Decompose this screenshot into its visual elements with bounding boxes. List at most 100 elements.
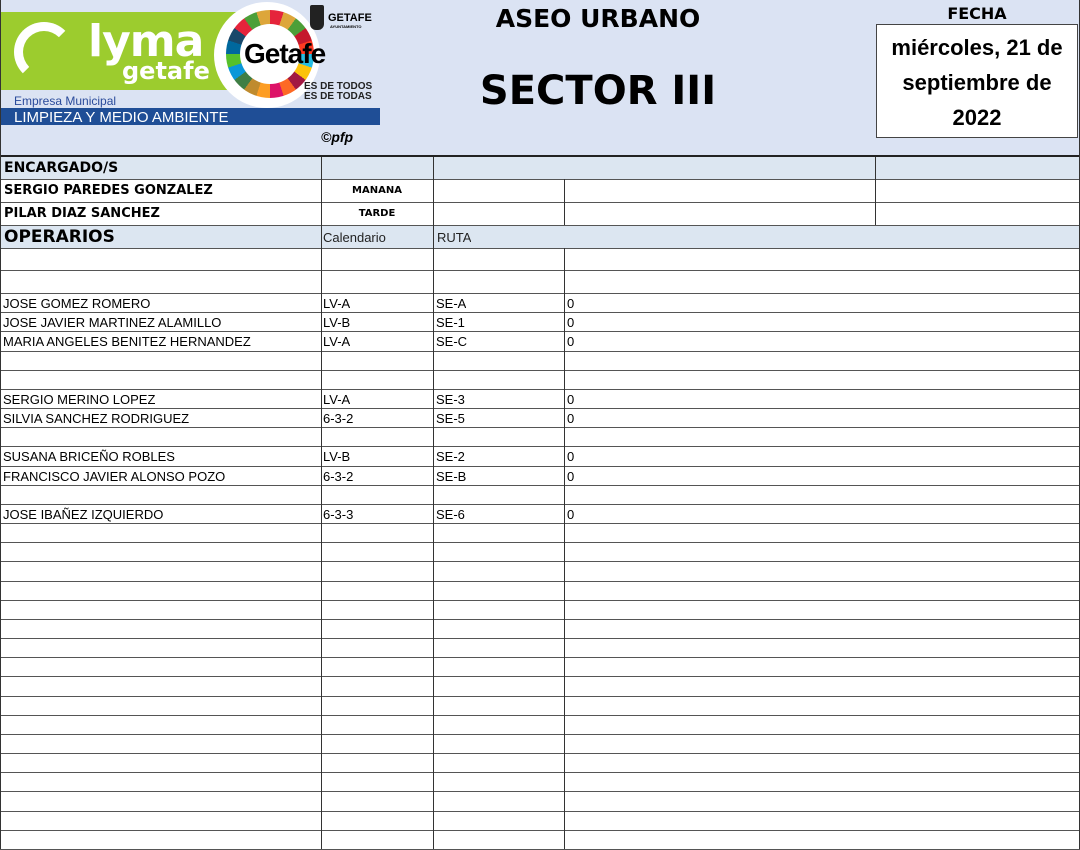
operario-name[interactable]: JOSE JAVIER MARTINEZ ALAMILLO xyxy=(3,315,222,330)
operario-ruta[interactable]: SE-6 xyxy=(436,507,465,522)
operario-ruta[interactable]: SE-5 xyxy=(436,411,465,426)
operario-valor[interactable]: 0 xyxy=(567,469,575,484)
encargado-turno: TARDE xyxy=(358,208,396,219)
row-divider xyxy=(0,466,1080,467)
row-divider xyxy=(0,408,1080,409)
operario-calendario[interactable]: 6-3-2 xyxy=(323,469,354,484)
column-divider xyxy=(875,157,876,225)
row-divider xyxy=(0,619,1080,620)
operario-calendario[interactable]: LV-B xyxy=(323,449,351,464)
row-divider xyxy=(0,542,1080,543)
operario-name[interactable]: JOSE GOMEZ ROMERO xyxy=(3,296,151,311)
operario-name[interactable]: SILVIA SANCHEZ RODRIGUEZ xyxy=(3,411,190,426)
operario-valor[interactable]: 0 xyxy=(567,392,575,407)
operarios-header-row xyxy=(0,225,1080,248)
operario-calendario[interactable]: 6-3-3 xyxy=(323,507,354,522)
operario-valor[interactable]: 0 xyxy=(567,315,575,330)
operario-valor[interactable]: 0 xyxy=(567,296,575,311)
company-name: LIMPIEZA Y MEDIO AMBIENTE xyxy=(14,109,229,126)
row-divider xyxy=(0,600,1080,601)
operario-ruta[interactable]: SE-1 xyxy=(436,315,465,330)
row-divider xyxy=(0,351,1080,352)
row-divider xyxy=(0,830,1080,831)
getafe-shield-icon xyxy=(310,5,324,30)
row-divider xyxy=(0,485,1080,486)
column-divider xyxy=(433,157,434,849)
row-divider xyxy=(0,331,1080,332)
operario-name[interactable]: SUSANA BRICEÑO ROBLES xyxy=(3,449,175,464)
operario-ruta[interactable]: SE-C xyxy=(436,334,468,349)
page-title: ASEO URBANO xyxy=(495,4,701,33)
operario-ruta[interactable]: SE-B xyxy=(436,469,467,484)
row-divider xyxy=(0,581,1080,582)
ayuntamiento-sub: AYUNTAMIENTO xyxy=(330,24,362,29)
row-divider xyxy=(0,504,1080,505)
fecha-line: miércoles, 21 de xyxy=(891,35,1063,60)
lyma-swirl-icon xyxy=(14,22,74,82)
row-divider xyxy=(0,312,1080,313)
row-divider xyxy=(0,248,1080,249)
company-line: Empresa Municipal xyxy=(14,94,117,108)
operario-calendario[interactable]: LV-B xyxy=(323,315,351,330)
row-divider xyxy=(0,753,1080,754)
sector-title: SECTOR III xyxy=(479,68,717,114)
operario-valor[interactable]: 0 xyxy=(567,411,575,426)
column-header-ruta: RUTA xyxy=(437,230,472,245)
slogan-2: ES DE TODAS xyxy=(304,91,372,102)
encargados-header-row xyxy=(0,157,1080,179)
operario-calendario[interactable]: LV-A xyxy=(323,392,351,407)
credit: ©pfp xyxy=(321,129,354,145)
row-divider xyxy=(0,270,1080,271)
column-divider xyxy=(564,179,565,225)
operario-name[interactable]: MARIA ANGELES BENITEZ HERNANDEZ xyxy=(3,334,251,349)
operario-ruta[interactable]: SE-2 xyxy=(436,449,465,464)
operario-name[interactable]: FRANCISCO JAVIER ALONSO POZO xyxy=(3,469,226,484)
row-divider xyxy=(0,561,1080,562)
row-divider xyxy=(0,370,1080,371)
encargados-label: ENCARGADO/S xyxy=(4,160,119,176)
row-divider xyxy=(0,179,1080,180)
row-divider xyxy=(0,696,1080,697)
operario-name[interactable]: JOSE IBAÑEZ IZQUIERDO xyxy=(3,507,164,522)
operario-ruta[interactable]: SE-A xyxy=(436,296,467,311)
fecha-line: septiembre de xyxy=(902,70,1052,95)
lyma-brand-sub: getafe xyxy=(122,57,210,85)
row-divider xyxy=(0,446,1080,447)
operario-valor[interactable]: 0 xyxy=(567,334,575,349)
operario-ruta[interactable]: SE-3 xyxy=(436,392,465,407)
row-divider xyxy=(0,676,1080,677)
row-divider xyxy=(0,202,1080,203)
company-bar xyxy=(0,108,380,125)
operario-name[interactable]: SERGIO MERINO LOPEZ xyxy=(3,392,156,407)
operario-valor[interactable]: 0 xyxy=(567,449,575,464)
fecha-value[interactable]: miércoles, 21 de septiembre de 2022 xyxy=(876,24,1078,138)
row-divider xyxy=(0,225,1080,226)
encargado-name[interactable]: SERGIO PAREDES GONZALEZ xyxy=(4,183,213,198)
column-divider xyxy=(564,248,565,849)
operario-calendario[interactable]: 6-3-2 xyxy=(323,411,354,426)
operario-valor[interactable]: 0 xyxy=(567,507,575,522)
row-divider xyxy=(0,811,1080,812)
sdg-wheel-center xyxy=(240,24,300,84)
column-header-calendario: Calendario xyxy=(323,230,386,245)
fecha-label: FECHA xyxy=(947,4,1007,23)
row-divider xyxy=(0,638,1080,639)
operario-calendario[interactable]: LV-A xyxy=(323,296,351,311)
row-divider xyxy=(0,427,1080,428)
row-divider xyxy=(0,791,1080,792)
ayuntamiento-name: GETAFE xyxy=(328,12,372,24)
row-divider xyxy=(0,734,1080,735)
row-divider xyxy=(0,715,1080,716)
row-divider xyxy=(0,293,1080,294)
row-divider xyxy=(0,389,1080,390)
fecha-line: 2022 xyxy=(952,105,1002,130)
encargado-turno: MAÑANA xyxy=(352,185,402,196)
operario-calendario[interactable]: LV-A xyxy=(323,334,351,349)
column-divider xyxy=(0,0,1,849)
slogan-1: ES DE TODOS xyxy=(304,81,373,92)
row-divider xyxy=(0,657,1080,658)
encargado-name[interactable]: PILAR DIAZ SANCHEZ xyxy=(4,206,160,221)
row-divider xyxy=(0,772,1080,773)
operarios-label: OPERARIOS xyxy=(4,227,115,247)
